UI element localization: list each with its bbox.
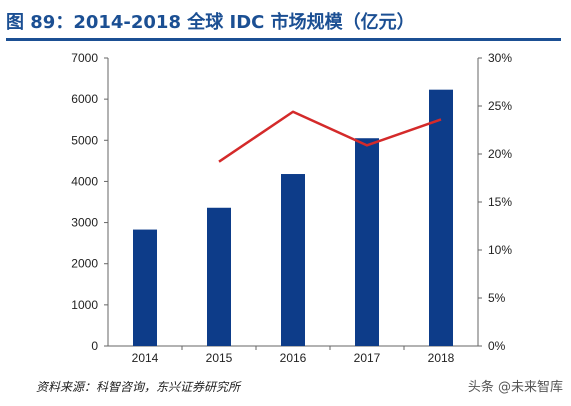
left-axis: 0 1000 2000 3000 4000 5000 6000 7000 [71, 51, 478, 353]
right-tick-label: 15% [488, 195, 512, 209]
title-underline [6, 38, 561, 41]
bar-2014 [133, 229, 157, 346]
left-tick-label: 3000 [71, 216, 98, 230]
left-tick-label: 2000 [71, 257, 98, 271]
left-tick-label: 5000 [71, 133, 98, 147]
chart-title: 图 89：2014-2018 全球 IDC 市场规模（亿元） [6, 12, 415, 33]
x-axis-labels: 2014 2015 2016 2017 2018 [132, 346, 455, 365]
left-tick-label: 4000 [71, 174, 98, 188]
right-tick-label: 20% [488, 147, 512, 161]
x-tick-label-2016: 2016 [280, 351, 307, 365]
watermark: 头条 @未来智库 [467, 380, 563, 395]
source-note: 资料来源：科智咨询，东兴证券研究所 [36, 380, 241, 394]
right-axis: 0% 5% 10% 15% 20% 25% 30% [477, 51, 512, 353]
x-tick-label-2018: 2018 [428, 351, 455, 365]
bar-series [133, 89, 453, 347]
bar-2017 [355, 138, 379, 346]
left-tick-label: 0 [91, 339, 98, 353]
bar-2018 [429, 89, 453, 347]
left-tick-label: 6000 [71, 92, 98, 106]
right-tick-label: 0% [488, 339, 506, 353]
right-tick-label: 30% [488, 51, 512, 65]
right-tick-label: 25% [488, 99, 512, 113]
x-tick-label-2014: 2014 [132, 351, 159, 365]
growth-line-series [218, 110, 442, 163]
left-tick-label: 7000 [71, 51, 98, 65]
left-tick-label: 1000 [71, 298, 98, 312]
right-tick-label: 5% [488, 291, 506, 305]
bar-2016 [281, 174, 305, 346]
growth-line [218, 110, 442, 163]
x-tick-label-2015: 2015 [206, 351, 233, 365]
bar-2015 [207, 207, 231, 346]
right-tick-label: 10% [488, 243, 512, 257]
x-tick-label-2017: 2017 [354, 351, 381, 365]
